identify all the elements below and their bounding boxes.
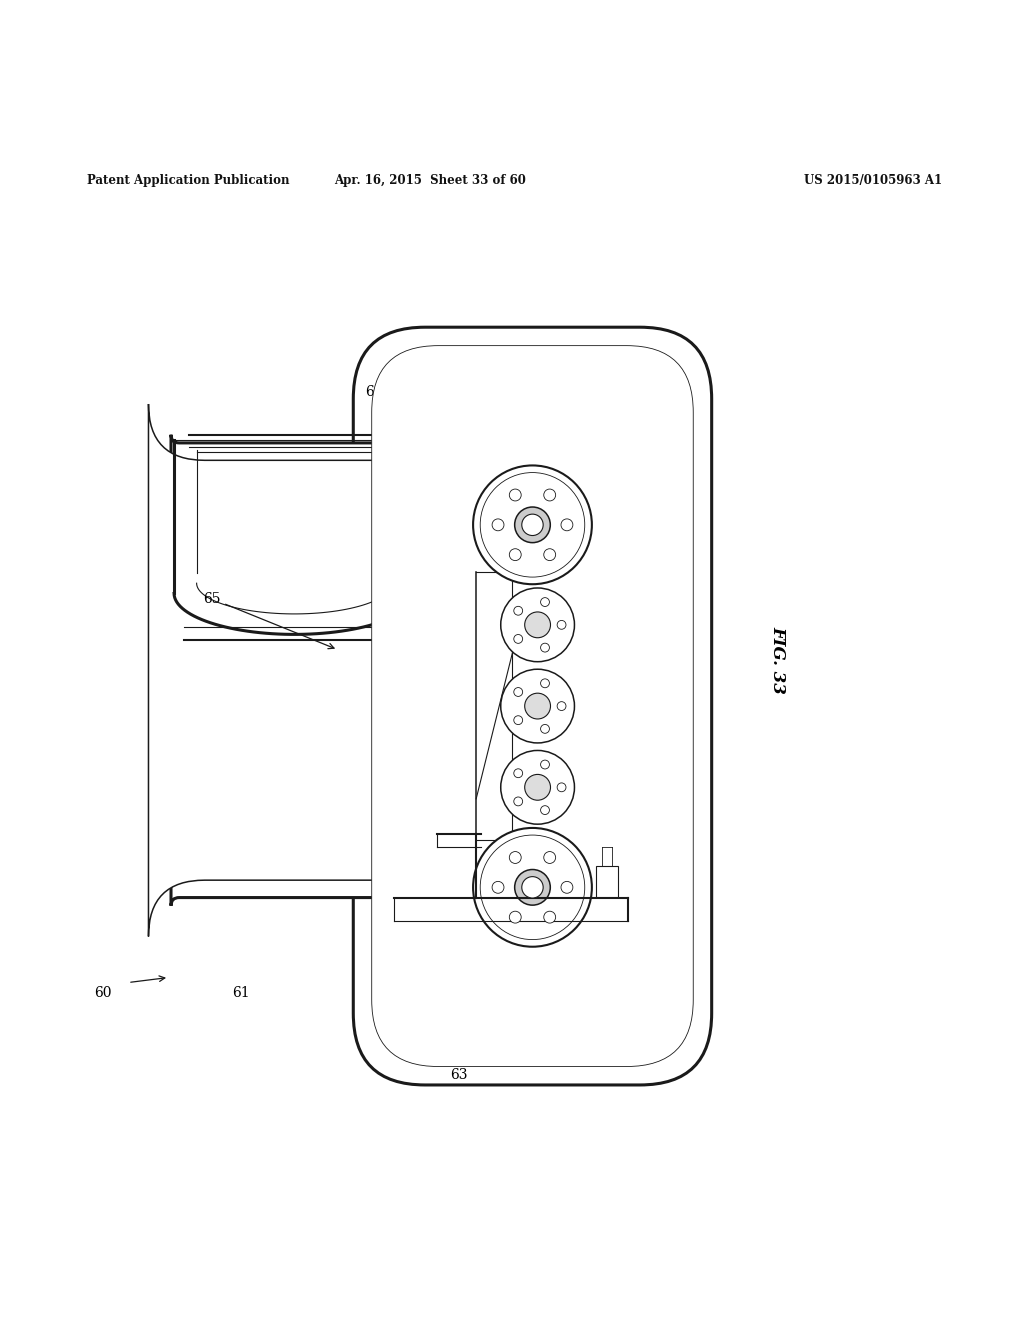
Circle shape [524,693,551,719]
Text: Apr. 16, 2015  Sheet 33 of 60: Apr. 16, 2015 Sheet 33 of 60 [334,174,526,187]
Circle shape [561,519,572,531]
Circle shape [514,688,522,697]
Circle shape [515,507,550,543]
Circle shape [541,760,550,770]
Circle shape [473,466,592,585]
Circle shape [544,851,556,863]
Text: FIG. 33: FIG. 33 [770,626,786,694]
Circle shape [509,851,521,863]
Circle shape [557,620,566,630]
Circle shape [541,598,550,606]
Circle shape [480,836,585,940]
Ellipse shape [417,553,429,572]
Text: 65: 65 [203,591,334,648]
Bar [417,425,442,916]
Text: Patent Application Publication: Patent Application Publication [87,174,290,187]
Circle shape [501,587,574,661]
Circle shape [509,911,521,923]
Circle shape [541,643,550,652]
Circle shape [501,669,574,743]
FancyBboxPatch shape [171,434,433,906]
Text: 60: 60 [93,986,112,999]
Circle shape [544,490,556,500]
Text: 66: 66 [614,417,632,432]
FancyBboxPatch shape [148,404,456,936]
Circle shape [524,775,551,800]
Circle shape [509,549,521,561]
FancyBboxPatch shape [372,346,693,1067]
Circle shape [557,702,566,710]
Circle shape [501,751,574,824]
Circle shape [522,876,543,898]
Text: 62: 62 [660,842,678,857]
Circle shape [561,882,572,894]
Circle shape [541,805,550,814]
Circle shape [493,882,504,894]
Circle shape [557,783,566,792]
Circle shape [524,612,551,638]
Circle shape [480,473,585,577]
Bar [596,866,618,896]
Circle shape [544,911,556,923]
Circle shape [541,678,550,688]
Circle shape [514,635,522,643]
Circle shape [514,768,522,777]
Circle shape [514,715,522,725]
Circle shape [473,828,592,946]
Text: 63: 63 [451,1068,468,1081]
Circle shape [515,870,550,906]
Circle shape [522,515,543,536]
Circle shape [509,490,521,500]
Text: 61: 61 [231,986,250,999]
Circle shape [544,549,556,561]
Circle shape [514,606,522,615]
Circle shape [541,725,550,734]
Ellipse shape [417,492,429,511]
Circle shape [493,519,504,531]
Text: US 2015/0105963 A1: US 2015/0105963 A1 [804,174,942,187]
Circle shape [514,797,522,805]
FancyBboxPatch shape [353,327,712,1085]
Text: 69: 69 [365,385,383,399]
